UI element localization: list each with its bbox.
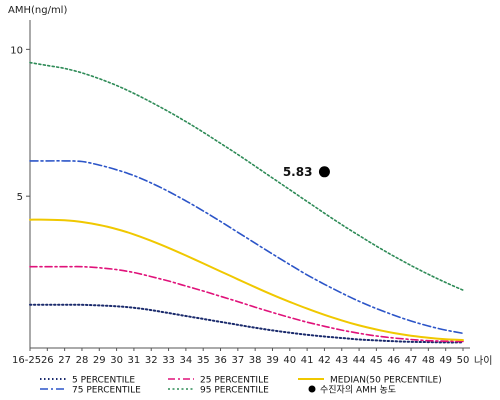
x-tick-label: 42 [318,355,331,366]
x-tick-label: 38 [249,355,262,366]
legend-label: 75 PERCENTILE [72,386,141,396]
x-tick-label: 16-25 [12,355,41,366]
x-tick-label: 43 [335,355,348,366]
x-axis-label: 나이 [474,355,492,367]
legend-dot [308,385,316,393]
x-tick-label: 39 [266,355,279,366]
legend-label: 5 PERCENTILE [72,376,135,386]
y-ticks: 5 10 [10,45,30,203]
x-tick-label: 31 [128,355,141,366]
x-tick-label: 49 [439,355,452,366]
series-line-5-percentile [29,303,464,344]
x-tick-label: 34 [180,355,193,366]
patient-marker: 5.83 [283,165,330,179]
legend: 5 PERCENTILE 25 PERCENTILE MEDIAN(50 PERCE… [40,376,442,396]
series-lines [29,61,464,344]
x-tick-label: 44 [353,355,366,366]
x-tick-label: 50 [457,355,470,366]
legend-label: MEDIAN(50 PERCENTILE) [330,376,442,386]
patient-amh-dot [318,166,330,178]
x-tick-label: 29 [93,355,106,366]
x-tick-label: 26 [41,355,54,366]
x-tick-label: 27 [58,355,71,366]
x-tick-label: 28 [76,355,89,366]
y-axis-label: AMH(ng/ml) [8,5,67,16]
series-line-25-percentile [29,265,464,343]
series-line-median-50-percentile- [29,218,464,342]
series-line-75-percentile [29,160,464,335]
x-tick-label: 36 [214,355,227,366]
x-tick-label: 30 [110,355,123,366]
x-tick-label: 45 [370,355,383,366]
y-tick-label: 10 [10,45,23,56]
x-tick-label: 35 [197,355,210,366]
x-tick-label: 37 [231,355,244,366]
legend-label: 수진자의 AMH 농도 [320,385,396,396]
x-tick-label: 47 [405,355,418,366]
series-line-95-percentile [29,61,464,291]
legend-label: 25 PERCENTILE [200,376,269,386]
x-tick-label: 32 [145,355,158,366]
x-tick-label: 33 [162,355,175,366]
y-tick-label: 5 [17,192,23,203]
x-tick-label: 41 [301,355,314,366]
x-tick-label: 46 [387,355,400,366]
patient-amh-value: 5.83 [283,165,313,179]
x-tick-label: 48 [422,355,435,366]
x-tick-label: 40 [283,355,296,366]
x-ticks: 16-25 26 27 28 29 30 31 32 33 34 35 36 37 38 39 40 41 42 4… [12,348,469,366]
legend-label: 95 PERCENTILE [200,386,269,396]
axes: AMH(ng/ml) 나이 [8,5,492,367]
